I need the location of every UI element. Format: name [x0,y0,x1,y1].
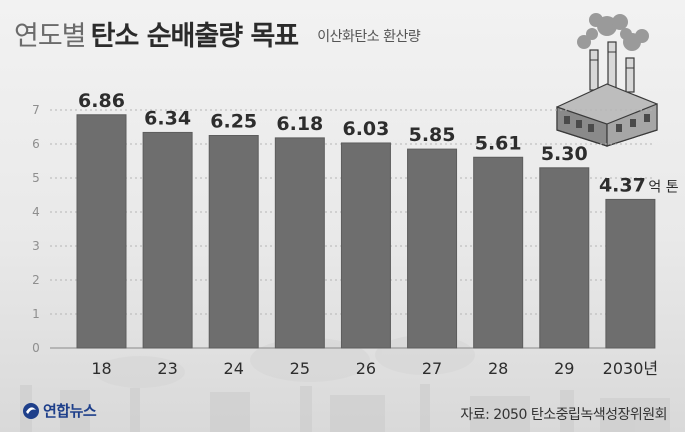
x-tick-label: 26 [356,359,376,378]
y-tick-label: 0 [32,341,40,355]
x-tick-label: 25 [290,359,310,378]
x-tick-label: 27 [422,359,442,378]
source-note: 자료: 2050 탄소중립녹색성장위원회 [460,407,667,423]
bar [76,114,127,349]
x-tick-label: 29 [554,359,574,378]
bar-value-label: 5.85 [409,124,456,146]
bar-value-label: 5.30 [541,143,588,165]
y-tick-label: 6 [32,137,40,151]
bar-value-label: 6.86 [78,90,125,112]
chart-title: 연도별 탄소 순배출량 목표 이산화탄소 환산량 [14,14,421,53]
bar [407,148,458,349]
title-bold: 탄소 순배출량 목표 [90,21,300,52]
factory-icon [556,13,658,147]
logo-text: 연합뉴스 [43,402,97,420]
yonhap-logo: 연합뉴스 [22,400,97,421]
bar [473,156,524,349]
y-tick-label: 2 [32,273,40,287]
bar-value-label: 4.37 [599,174,646,196]
bar [208,135,259,349]
y-tick-label: 3 [32,239,40,253]
x-tick-label: 28 [488,359,508,378]
y-tick-label: 4 [32,205,40,219]
bar-value-label: 6.03 [342,118,389,140]
chart-subtitle: 이산화탄소 환산량 [317,29,421,45]
y-tick-label: 5 [32,171,40,185]
bar [340,142,391,349]
bar [605,198,656,349]
bar-value-label: 6.25 [210,111,257,133]
bar-value-label: 5.61 [475,132,522,154]
yonhap-logo-icon [23,402,39,419]
x-tick-label: 2030년 [603,359,658,378]
title-light: 연도별 [14,21,87,52]
bar-value-label: 6.18 [276,113,323,135]
x-tick-label: 24 [224,359,244,378]
bar [142,131,193,349]
x-tick-label: 18 [91,359,111,378]
y-tick-label: 7 [32,103,40,117]
bar [274,137,325,349]
x-tick-label: 23 [157,359,177,378]
y-tick-label: 1 [32,307,40,321]
unit-label: 억 톤 [648,179,678,195]
bar-value-label: 6.34 [144,107,191,129]
bar [539,167,590,349]
